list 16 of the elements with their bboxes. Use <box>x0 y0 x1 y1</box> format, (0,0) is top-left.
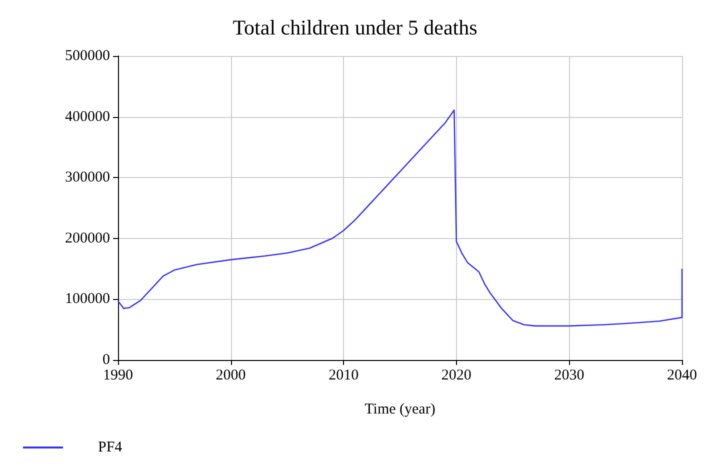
y-tick-label: 100000 <box>65 291 110 308</box>
chart-title: Total children under 5 deaths <box>232 16 478 40</box>
x-tick-label: 2030 <box>554 368 584 384</box>
x-tick-label: 2020 <box>441 368 472 384</box>
y-tick-label: 400000 <box>65 108 110 125</box>
legend-label: PF4 <box>98 440 123 456</box>
x-tick-label: 2010 <box>328 368 359 384</box>
x-tick-label: 2040 <box>667 368 697 384</box>
line-series <box>117 109 683 327</box>
y-tick-label: 300000 <box>65 170 110 186</box>
y-tick-label: 0 <box>102 352 110 368</box>
y-tick-label: 500000 <box>65 48 110 64</box>
x-tick-label: 1990 <box>103 368 133 384</box>
x-tick-label: 2000 <box>216 368 246 384</box>
y-tick-label: 200000 <box>65 230 110 246</box>
x-axis-title: Time (year) <box>364 402 436 418</box>
